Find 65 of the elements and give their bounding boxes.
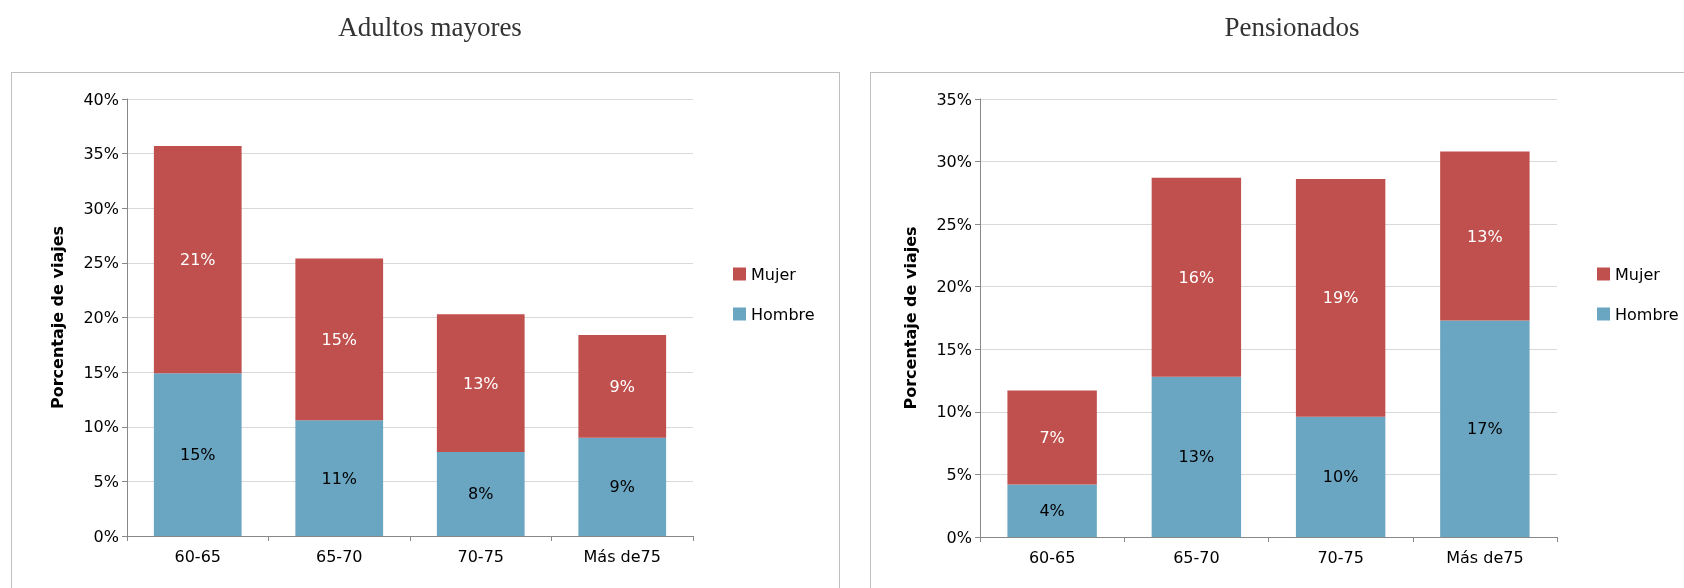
data-label: 8% — [468, 484, 494, 504]
y-tick-label: 25% — [83, 253, 119, 273]
data-label: 16% — [1178, 267, 1215, 287]
data-label: 9% — [609, 376, 635, 396]
y-tick-label: 35% — [936, 89, 972, 109]
bar — [1151, 177, 1242, 377]
y-tick-label: 40% — [83, 89, 119, 109]
data-label: 19% — [1322, 288, 1359, 308]
y-axis-title: Porcentaje de viajes — [47, 225, 67, 410]
x-tick-label: 65-70 — [1173, 547, 1220, 567]
x-tick-label: 70-75 — [1317, 547, 1364, 567]
chart-title: Pensionados — [1224, 11, 1360, 42]
legend-label: Mujer — [1615, 264, 1661, 284]
y-tick-label: 5% — [946, 464, 972, 484]
data-label: 10% — [1322, 467, 1359, 487]
y-tick-label: 25% — [936, 214, 972, 234]
x-tick-label: 60-65 — [1028, 547, 1076, 567]
y-tick-label: 30% — [83, 198, 119, 218]
bar — [436, 314, 525, 452]
y-tick-label: 10% — [83, 417, 119, 437]
bar — [1295, 179, 1386, 417]
y-tick-label: 20% — [83, 308, 119, 327]
y-tick-label: 5% — [93, 471, 119, 491]
y-tick-label: 0% — [93, 526, 119, 546]
y-tick-label: 0% — [946, 527, 972, 547]
data-label: 15% — [321, 329, 358, 349]
y-tick-label: 10% — [936, 402, 972, 422]
bar — [1440, 151, 1530, 321]
data-label: 4% — [1039, 501, 1065, 521]
y-tick-label: 15% — [936, 339, 972, 359]
bar — [436, 451, 525, 536]
legend-label: Mujer — [751, 264, 797, 284]
x-tick-label: Más de75 — [583, 546, 661, 566]
bar — [578, 334, 667, 438]
bar — [295, 420, 384, 536]
legend-label: Hombre — [751, 304, 815, 324]
data-label: 7% — [1039, 428, 1065, 448]
y-tick-label: 20% — [936, 277, 972, 297]
data-label: 11% — [321, 468, 358, 488]
data-label: 13% — [1178, 447, 1215, 467]
bar — [1295, 416, 1386, 537]
bar — [1151, 376, 1242, 537]
bar — [1007, 390, 1097, 485]
legend-label: Hombre — [1615, 304, 1679, 324]
data-label: 15% — [179, 445, 216, 465]
data-label: 13% — [462, 373, 499, 393]
data-label: 9% — [609, 477, 635, 497]
bar — [295, 258, 384, 421]
bar — [153, 145, 242, 374]
chart-title: Adultos mayores — [338, 11, 522, 42]
data-label: 13% — [1467, 226, 1503, 246]
bar — [578, 437, 667, 536]
x-tick-label: 70-75 — [457, 546, 504, 566]
bar — [1440, 320, 1530, 537]
data-label: 17% — [1467, 419, 1503, 439]
x-tick-label: 65-70 — [316, 546, 363, 566]
bar — [1007, 484, 1097, 537]
y-axis-title: Porcentaje de viajes — [900, 226, 920, 410]
y-tick-label: 35% — [83, 144, 119, 164]
bar — [153, 373, 242, 536]
y-tick-label: 15% — [83, 362, 119, 382]
x-tick-label: 60-65 — [174, 546, 221, 566]
data-label: 21% — [179, 250, 216, 270]
x-tick-label: Más de75 — [1446, 547, 1524, 567]
y-tick-label: 30% — [936, 152, 972, 172]
